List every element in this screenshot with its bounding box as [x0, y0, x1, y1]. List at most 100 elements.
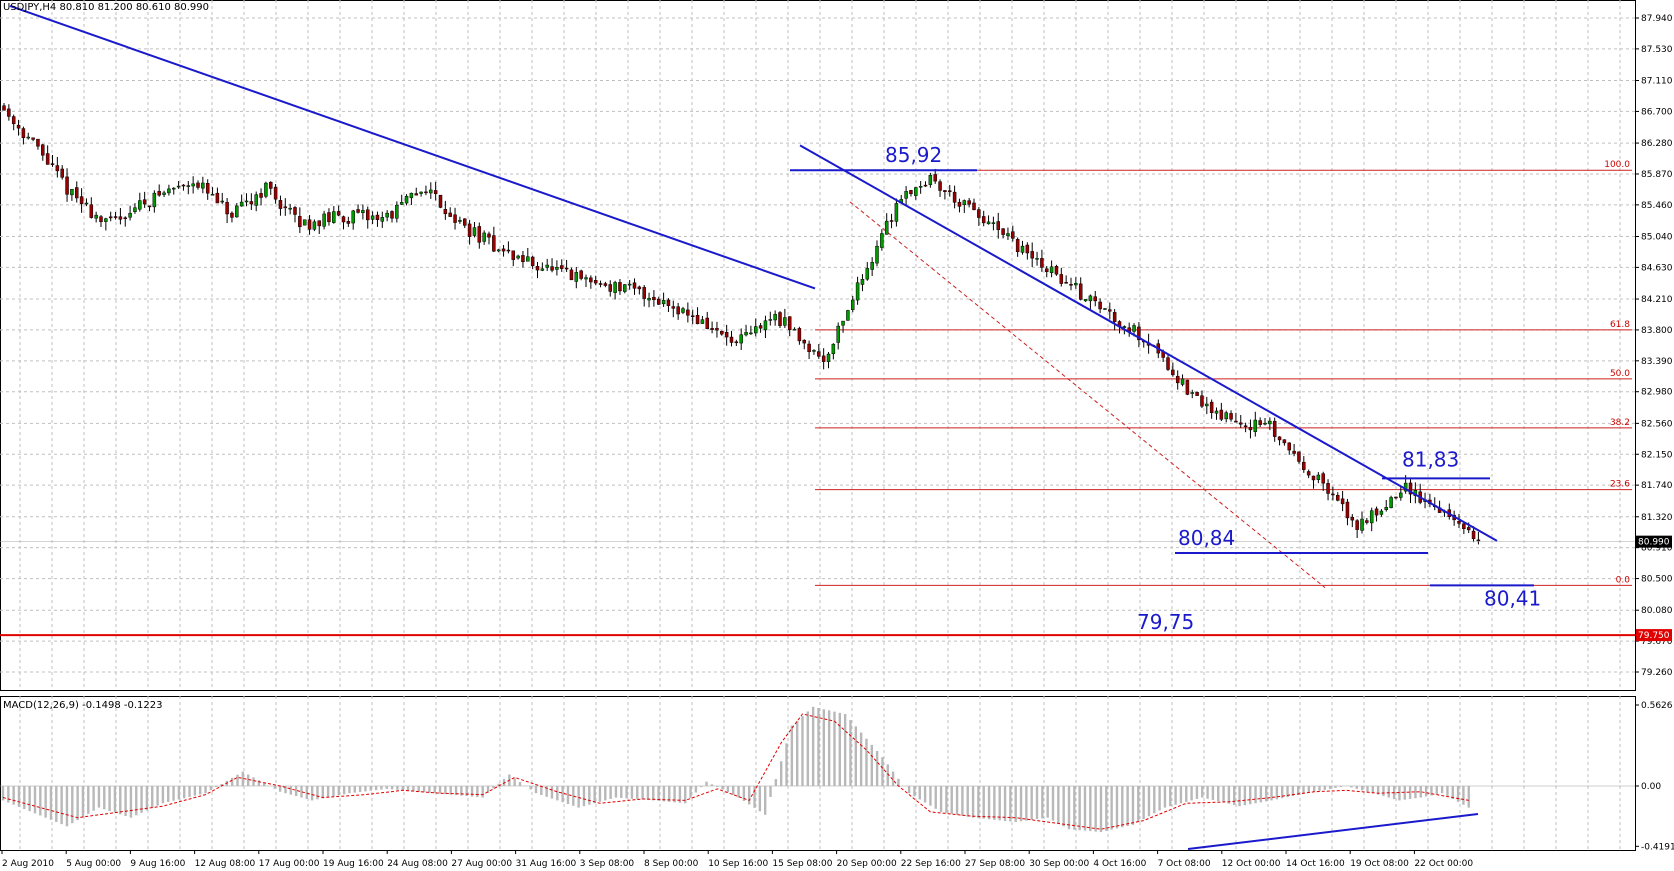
candle-body: [710, 328, 714, 330]
candle-body: [889, 220, 894, 222]
candle-body: [720, 331, 724, 335]
candle-body: [1234, 420, 1238, 423]
candle-body: [511, 250, 515, 260]
candle-body: [758, 325, 763, 329]
candle-body: [1020, 245, 1025, 253]
candle-body: [652, 296, 656, 301]
candle-body: [928, 175, 933, 185]
candle-body: [807, 343, 811, 353]
candle-body: [205, 183, 210, 194]
time-tick-label: 19 Oct 08:00: [1350, 859, 1409, 869]
candle-body: [1190, 392, 1194, 394]
candle-body: [79, 196, 84, 205]
candle-body: [783, 317, 787, 326]
candle-body: [16, 124, 21, 129]
candle-body: [763, 320, 768, 331]
candle-body: [50, 163, 55, 165]
candle-body: [133, 207, 137, 213]
candle-body: [773, 314, 777, 321]
candle-body: [458, 220, 462, 222]
candle-body: [506, 249, 511, 252]
candle-body: [239, 201, 244, 207]
candle-body: [501, 248, 506, 252]
candle-body: [579, 270, 583, 279]
candle-body: [341, 216, 346, 223]
candle-body: [375, 214, 380, 220]
time-tick-label: 2 Aug 2010: [2, 859, 54, 869]
candle-body: [700, 319, 705, 324]
macd-tick-label: 0.5626: [1641, 701, 1673, 711]
candle-body: [865, 268, 870, 280]
candle-body: [1311, 475, 1316, 481]
candle-body: [181, 184, 186, 187]
candle-body: [676, 306, 680, 315]
candle-body: [1214, 410, 1219, 414]
time-tick-label: 12 Oct 00:00: [1222, 859, 1281, 869]
candle-body: [1069, 284, 1073, 286]
candle-body: [152, 192, 157, 208]
fibo-level-label: 38.2: [1610, 418, 1630, 428]
candle-body: [293, 207, 297, 215]
candle-body: [1248, 427, 1253, 431]
candle-body: [1108, 309, 1112, 312]
candle-body: [487, 233, 491, 238]
candle-body: [220, 200, 224, 203]
candle-body: [322, 213, 326, 227]
candle-body: [317, 220, 321, 227]
candle-body: [1399, 492, 1403, 498]
candle-body: [108, 216, 113, 219]
trendline-2: [799, 144, 1498, 542]
candle-body: [569, 269, 574, 281]
candle-body: [172, 187, 176, 190]
macd-tick-label: -0.4191: [1641, 842, 1674, 852]
candle-body: [1035, 258, 1039, 260]
time-tick-label: 12 Aug 08:00: [195, 859, 256, 869]
candle-body: [1205, 403, 1209, 407]
chart-header: USDJPY,H4 80.810 81.200 80.610 80.990: [3, 2, 209, 13]
candle-body: [715, 327, 719, 331]
candle-body: [36, 138, 40, 147]
candle-body: [1374, 508, 1379, 516]
candle-body: [972, 202, 976, 211]
candle-body: [147, 205, 152, 208]
time-tick-label: 20 Sep 00:00: [837, 859, 897, 869]
candle-body: [186, 185, 191, 187]
candle-body: [123, 217, 127, 219]
price-tick-label: 81.320: [1641, 513, 1673, 523]
candle-body: [1316, 474, 1321, 480]
candle-body: [817, 351, 821, 357]
candle-body: [65, 176, 69, 195]
candle-body: [1166, 357, 1170, 370]
candle-body: [754, 326, 758, 334]
candle-body: [128, 212, 132, 218]
trendline-1: [9, 5, 816, 290]
candle-body: [1064, 282, 1068, 284]
candle-body: [225, 202, 229, 215]
candle-body: [1001, 228, 1005, 235]
candle-body: [84, 202, 89, 205]
candle-body: [875, 245, 879, 264]
candle-body: [438, 194, 443, 208]
last-price-box: [1636, 535, 1672, 548]
candle-body: [1040, 258, 1044, 268]
candle-body: [855, 282, 860, 301]
axes: 87.940 87.530 87.110 86.700 86.280 85.870 85.4…: [0, 14, 1674, 869]
candle-body: [1365, 520, 1369, 523]
candle-body: [370, 215, 375, 220]
fibo-level-label: 100.0: [1604, 160, 1630, 170]
candle-body: [647, 297, 651, 301]
candle-body: [1219, 409, 1224, 420]
price-tick-label: 87.530: [1641, 45, 1673, 55]
time-tick-label: 30 Sep 00:00: [1029, 859, 1089, 869]
candle-body: [1011, 231, 1015, 239]
time-tick-label: 4 Oct 16:00: [1093, 859, 1146, 869]
price-tick-label: 86.700: [1641, 107, 1673, 117]
candle-body: [530, 256, 535, 266]
candle-body: [744, 332, 748, 336]
candle-body: [60, 168, 64, 178]
candle-body: [593, 280, 598, 284]
candle-body: [1253, 419, 1258, 432]
candle-body: [196, 182, 200, 188]
price-tick-label: 85.040: [1641, 233, 1673, 243]
